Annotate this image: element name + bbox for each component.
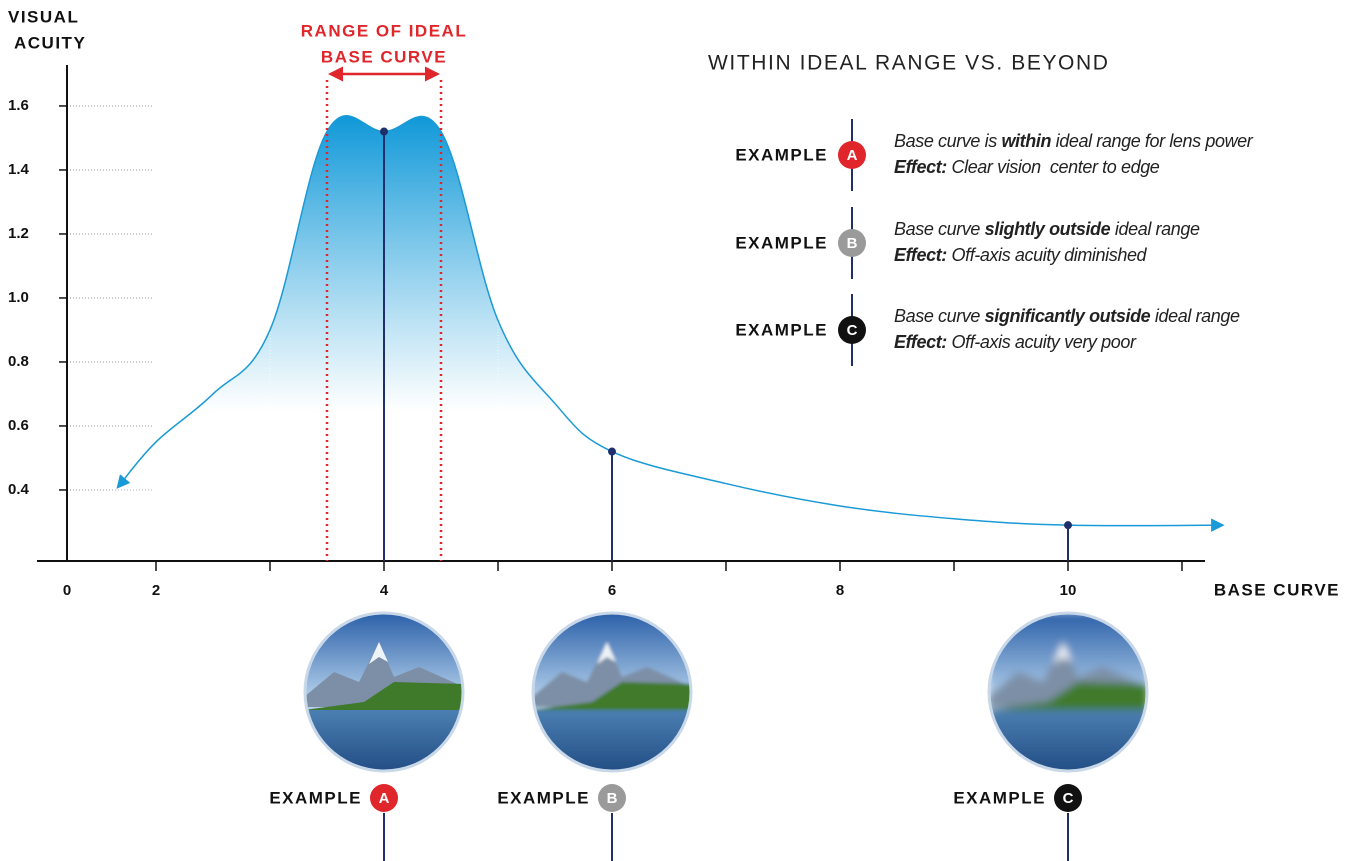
legend-example: EXAMPLE bbox=[735, 320, 828, 339]
legend-text-segment: slightly outside bbox=[985, 219, 1111, 239]
legend-badge-text: B bbox=[847, 235, 858, 252]
y-tick-label: 0.4 bbox=[8, 481, 30, 498]
legend-text-segment: ideal range bbox=[1110, 219, 1200, 239]
y-tick-label: 0.6 bbox=[8, 417, 29, 434]
lens-image bbox=[304, 612, 464, 772]
legend-text: Effect: Clear vision center to edge bbox=[894, 157, 1160, 177]
lens-rim bbox=[987, 611, 1149, 773]
lens-scene bbox=[532, 612, 692, 772]
example-label: EXAMPLE bbox=[269, 788, 362, 807]
legend-text-segment: significantly outside bbox=[985, 306, 1151, 326]
legend-text-segment: Off-axis acuity very poor bbox=[947, 332, 1137, 352]
y-tick-label: 0.8 bbox=[8, 353, 29, 370]
legend-text-segment: Effect: bbox=[894, 245, 947, 265]
point bbox=[380, 127, 388, 136]
lens-scene bbox=[988, 612, 1148, 772]
x-axis-label: BASE CURVE bbox=[1214, 580, 1340, 599]
lake bbox=[988, 710, 1148, 772]
snow bbox=[597, 642, 616, 664]
area-fill bbox=[118, 115, 1222, 526]
legend-text: Effect: Off-axis acuity diminished bbox=[894, 245, 1148, 265]
example-badge-text: A bbox=[379, 790, 390, 807]
y-tick-label: 1.2 bbox=[8, 225, 29, 242]
point bbox=[608, 447, 616, 456]
hill bbox=[988, 682, 1148, 712]
lens-rim bbox=[531, 611, 693, 773]
lake bbox=[304, 710, 464, 772]
snow bbox=[1053, 642, 1072, 664]
legend-title: WITHIN IDEAL RANGE VS. BEYOND bbox=[708, 52, 1110, 75]
x-tick-label: 0 bbox=[63, 582, 71, 599]
range-label: RANGE OF IDEAL bbox=[301, 21, 467, 40]
x-tick-label: 4 bbox=[380, 582, 389, 599]
example-label: EXAMPLE bbox=[953, 788, 1046, 807]
example-label: EXAMPLE bbox=[497, 788, 590, 807]
x-tick-label: 6 bbox=[608, 582, 616, 599]
legend-text: Effect: Off-axis acuity very poor bbox=[894, 332, 1137, 352]
legend-text-segment: Effect: bbox=[894, 332, 947, 352]
lake bbox=[532, 710, 692, 772]
lens-image bbox=[988, 612, 1148, 772]
range-label: BASE CURVE bbox=[321, 47, 447, 66]
legend-text-segment: Effect: bbox=[894, 157, 947, 177]
example-badge bbox=[598, 784, 626, 812]
legend-text-segment: Off-axis acuity diminished bbox=[947, 245, 1148, 265]
legend-text-segment: ideal range for lens power bbox=[1051, 131, 1254, 151]
hill bbox=[532, 682, 692, 712]
legend-text-segment: Base curve bbox=[894, 219, 985, 239]
legend-badge bbox=[838, 229, 866, 257]
lens-scene bbox=[304, 612, 464, 772]
y-tick-label: 1.6 bbox=[8, 97, 29, 114]
legend-text-segment: Clear vision center to edge bbox=[947, 157, 1160, 177]
legend-example: EXAMPLE bbox=[735, 233, 828, 252]
x-tick-label: 2 bbox=[152, 582, 160, 599]
example-badge bbox=[1054, 784, 1082, 812]
example-badge bbox=[370, 784, 398, 812]
legend-text: Base curve is within ideal range for len… bbox=[894, 131, 1254, 151]
legend-text-segment: within bbox=[1001, 131, 1051, 151]
legend-badge bbox=[838, 316, 866, 344]
legend-badge-text: A bbox=[847, 147, 858, 164]
y-axis-label: ACUITY bbox=[14, 33, 86, 52]
snow bbox=[369, 642, 388, 664]
legend-badge-text: C bbox=[847, 322, 858, 339]
y-axis-label: VISUAL bbox=[8, 7, 79, 26]
x-tick-label: 8 bbox=[836, 582, 844, 599]
point bbox=[1064, 521, 1072, 530]
lens-image bbox=[532, 612, 692, 772]
legend-text: Base curve significantly outside ideal r… bbox=[894, 306, 1240, 326]
lens-rim bbox=[303, 611, 465, 773]
x-tick-label: 10 bbox=[1060, 582, 1077, 599]
hill bbox=[304, 682, 464, 712]
legend-text: Base curve slightly outside ideal range bbox=[894, 219, 1200, 239]
y-tick-label: 1.0 bbox=[8, 289, 29, 306]
legend-text-segment: Base curve is bbox=[894, 131, 1001, 151]
legend-text-segment: ideal range bbox=[1150, 306, 1240, 326]
legend-badge bbox=[838, 141, 866, 169]
legend-example: EXAMPLE bbox=[735, 145, 828, 164]
curve bbox=[116, 115, 1225, 532]
legend-text-segment: Base curve bbox=[894, 306, 985, 326]
example-badge-text: B bbox=[607, 790, 618, 807]
example-badge-text: C bbox=[1063, 790, 1074, 807]
y-tick-label: 1.4 bbox=[8, 161, 30, 178]
